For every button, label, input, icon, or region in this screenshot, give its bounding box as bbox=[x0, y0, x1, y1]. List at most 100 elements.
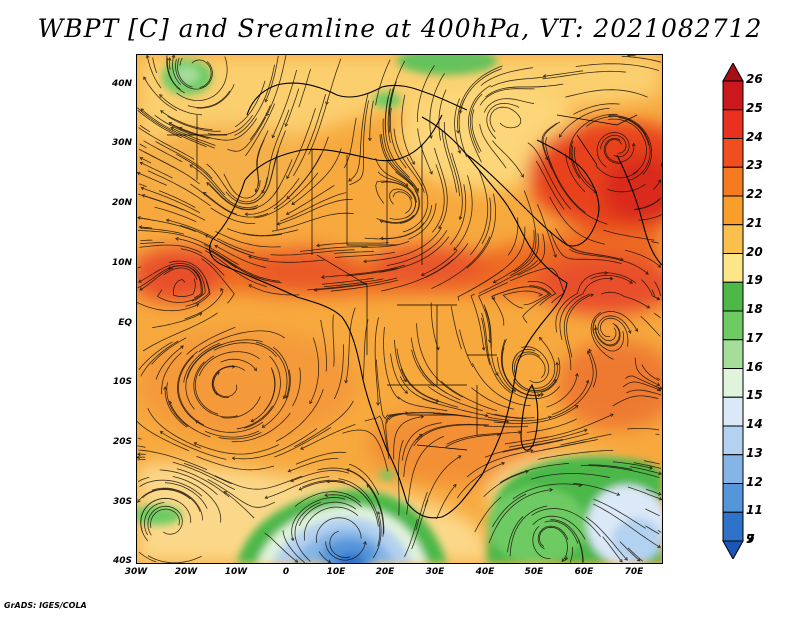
streamline bbox=[277, 198, 353, 225]
streamline bbox=[415, 491, 428, 531]
streamline bbox=[483, 470, 529, 497]
streamline bbox=[242, 229, 299, 236]
streamline-arrowhead bbox=[585, 379, 590, 384]
streamline bbox=[512, 483, 582, 500]
streamline-arrowhead bbox=[574, 405, 579, 409]
streamline bbox=[532, 515, 586, 540]
streamline bbox=[294, 491, 361, 508]
streamline-arrowhead bbox=[163, 386, 168, 390]
colorbar-box bbox=[722, 483, 744, 513]
streamline bbox=[175, 238, 237, 269]
streamline bbox=[469, 168, 489, 256]
streamline bbox=[608, 118, 647, 175]
streamline bbox=[183, 462, 232, 485]
colorbar-label: 24 bbox=[746, 129, 763, 144]
streamline-arrowhead bbox=[204, 234, 209, 238]
streamline bbox=[627, 547, 643, 562]
colorbar-label: 25 bbox=[746, 100, 763, 115]
streamline-arrowhead bbox=[137, 452, 141, 457]
wbpt-shading bbox=[137, 55, 662, 563]
streamline bbox=[645, 488, 662, 495]
streamline bbox=[573, 103, 620, 115]
streamline bbox=[500, 339, 536, 397]
streamline bbox=[275, 389, 324, 442]
streamline-arrowhead bbox=[481, 347, 486, 351]
colorbar-box bbox=[722, 224, 744, 254]
streamline bbox=[393, 416, 424, 460]
streamline bbox=[211, 249, 280, 282]
streamline-arrowhead bbox=[520, 174, 524, 178]
streamline bbox=[363, 227, 442, 262]
streamline bbox=[377, 171, 417, 203]
streamline-arrowhead bbox=[658, 471, 662, 476]
streamline bbox=[342, 429, 389, 472]
streamline bbox=[612, 461, 653, 469]
streamline bbox=[137, 437, 142, 440]
streamline bbox=[479, 124, 507, 169]
streamline bbox=[286, 184, 335, 215]
streamline bbox=[343, 117, 357, 169]
streamline bbox=[599, 317, 629, 347]
streamline-arrowhead bbox=[458, 216, 463, 221]
streamline-arrowhead bbox=[575, 372, 579, 377]
streamline-arrowhead bbox=[420, 415, 425, 419]
streamline bbox=[445, 433, 500, 448]
streamline bbox=[406, 435, 444, 515]
streamline bbox=[526, 418, 577, 433]
streamline bbox=[527, 280, 557, 306]
streamline bbox=[265, 476, 330, 499]
streamline bbox=[154, 206, 197, 223]
colorbar-box bbox=[722, 339, 744, 369]
streamline bbox=[321, 264, 405, 278]
streamline bbox=[402, 157, 429, 233]
streamline bbox=[595, 324, 620, 346]
streamline bbox=[573, 483, 620, 496]
streamline bbox=[421, 249, 458, 276]
streamline bbox=[184, 288, 224, 320]
streamline bbox=[424, 455, 462, 508]
streamline bbox=[604, 138, 635, 163]
streamline bbox=[626, 389, 662, 396]
streamline-arrowhead bbox=[271, 134, 276, 139]
streamline bbox=[590, 311, 614, 360]
streamline bbox=[469, 93, 483, 154]
streamline bbox=[137, 109, 182, 139]
colorbar-label: 7 bbox=[746, 532, 755, 546]
streamline bbox=[205, 250, 268, 288]
streamline bbox=[139, 244, 203, 254]
credit-text: GrADS: IGES/COLA bbox=[4, 601, 87, 610]
streamline bbox=[142, 312, 218, 352]
streamline-arrowhead bbox=[327, 559, 332, 563]
streamline bbox=[502, 290, 544, 309]
lat-label-40s: 40S bbox=[112, 556, 132, 566]
streamline bbox=[509, 505, 548, 557]
streamline bbox=[388, 81, 397, 133]
streamline bbox=[408, 203, 437, 240]
streamline bbox=[438, 89, 447, 141]
streamline-arrowhead bbox=[645, 271, 649, 275]
streamline-arrowhead bbox=[636, 557, 641, 562]
streamline-arrowhead bbox=[180, 345, 184, 349]
streamline bbox=[480, 67, 534, 86]
streamline-arrowhead bbox=[590, 293, 594, 298]
colorbar-label: 26 bbox=[746, 72, 763, 86]
streamline bbox=[654, 281, 661, 297]
colorbar-box bbox=[722, 109, 744, 139]
streamline-arrowhead bbox=[325, 101, 329, 106]
streamline bbox=[223, 491, 255, 519]
streamline-arrowhead bbox=[244, 212, 248, 217]
streamline-arrowhead bbox=[143, 76, 147, 80]
streamline bbox=[140, 162, 173, 179]
streamline bbox=[272, 346, 290, 398]
streamline bbox=[346, 267, 398, 277]
streamline bbox=[607, 183, 646, 193]
streamline bbox=[265, 55, 279, 103]
streamline bbox=[387, 87, 394, 143]
lat-label-20n: 20N bbox=[111, 198, 132, 208]
streamline-arrowhead bbox=[290, 478, 294, 483]
streamline-arrowhead bbox=[609, 276, 614, 281]
streamline bbox=[657, 530, 662, 533]
streamline bbox=[206, 182, 258, 211]
streamline bbox=[400, 368, 439, 402]
streamline-arrowhead bbox=[206, 182, 210, 186]
